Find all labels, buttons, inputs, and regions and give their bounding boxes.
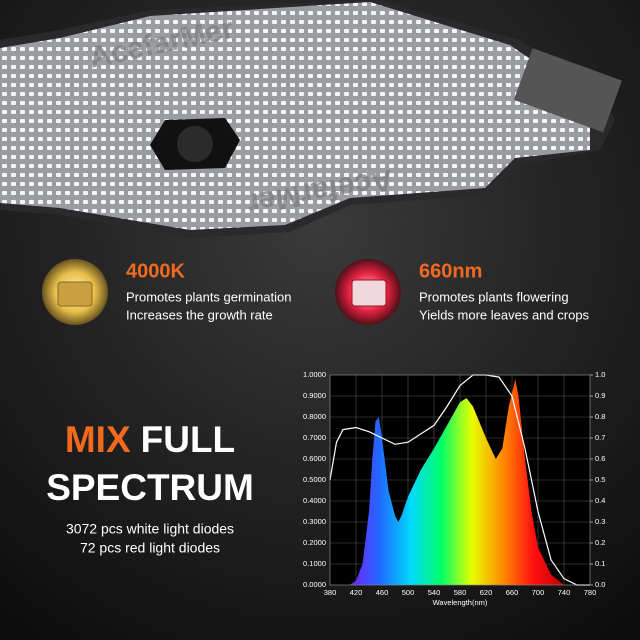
y-tick-label: 1.0000: [303, 370, 326, 379]
x-tick-label: 500: [402, 588, 415, 597]
led-panel: [0, 2, 590, 230]
y-tick-label: 0.4000: [303, 496, 326, 505]
feature-text: Yields more leaves and crops: [419, 307, 590, 322]
headline-line2: SPECTRUM: [46, 467, 254, 508]
chip: [57, 281, 93, 307]
y-tick-label: 0.0000: [303, 580, 326, 589]
x-tick-label: 580: [454, 588, 467, 597]
x-tick-label: 460: [376, 588, 389, 597]
y-tick-label: 0.3000: [303, 517, 326, 526]
chip: [351, 279, 387, 307]
x-tick-label: 540: [428, 588, 441, 597]
hub-center: [177, 126, 213, 162]
feature-title: 660nm: [419, 260, 482, 282]
plot-border: [329, 374, 591, 586]
x-tick-label: 420: [350, 588, 363, 597]
headline: MIX FULL: [65, 419, 235, 460]
y-tick-label: 0.5000: [303, 475, 326, 484]
y-tick-label: 0.2000: [303, 538, 326, 547]
diodes-text: 3072 pcs white light diodes: [66, 521, 234, 537]
x-tick-label: 660: [506, 588, 519, 597]
x-axis-label: Wavelength(nm): [433, 598, 488, 607]
y2-tick-label: 0.4: [595, 496, 605, 505]
feature-text: Promotes plants germination: [126, 289, 291, 304]
y2-tick-label: 0.6: [595, 454, 605, 463]
headline-accent: MIX: [65, 419, 131, 460]
x-tick-label: 780: [584, 588, 597, 597]
y2-tick-label: 0.2: [595, 538, 605, 547]
y2-tick-label: 0.0: [595, 580, 605, 589]
y2-tick-label: 0.3: [595, 517, 605, 526]
y2-tick-label: 0.9: [595, 391, 605, 400]
diodes-text: 72 pcs red light diodes: [80, 540, 220, 556]
y-tick-label: 0.9000: [303, 391, 326, 400]
feature-title: 4000K: [126, 260, 185, 282]
y-tick-label: 0.7000: [303, 433, 326, 442]
y-tick-label: 0.1000: [303, 559, 326, 568]
headline-rest: FULL: [141, 419, 236, 460]
y2-tick-label: 0.7: [595, 433, 605, 442]
spectrum-chart: 0.00000.10000.20000.30000.40000.50000.60…: [303, 370, 605, 607]
y2-tick-label: 1.0: [595, 370, 605, 379]
spectrum-line: [329, 374, 590, 586]
spectrum-area: [349, 379, 564, 585]
x-tick-label: 380: [324, 588, 337, 597]
y2-tick-label: 0.8: [595, 412, 605, 421]
x-tick-label: 740: [558, 588, 571, 597]
x-tick-label: 700: [532, 588, 545, 597]
y-tick-label: 0.8000: [303, 412, 326, 421]
x-tick-label: 620: [480, 588, 493, 597]
y2-tick-label: 0.1: [595, 559, 605, 568]
panel-bracket: [513, 48, 622, 133]
y2-tick-label: 0.5: [595, 475, 605, 484]
feature-text: Increases the growth rate: [126, 307, 273, 322]
feature-text: Promotes plants flowering: [419, 289, 569, 304]
y-tick-label: 0.6000: [303, 454, 326, 463]
